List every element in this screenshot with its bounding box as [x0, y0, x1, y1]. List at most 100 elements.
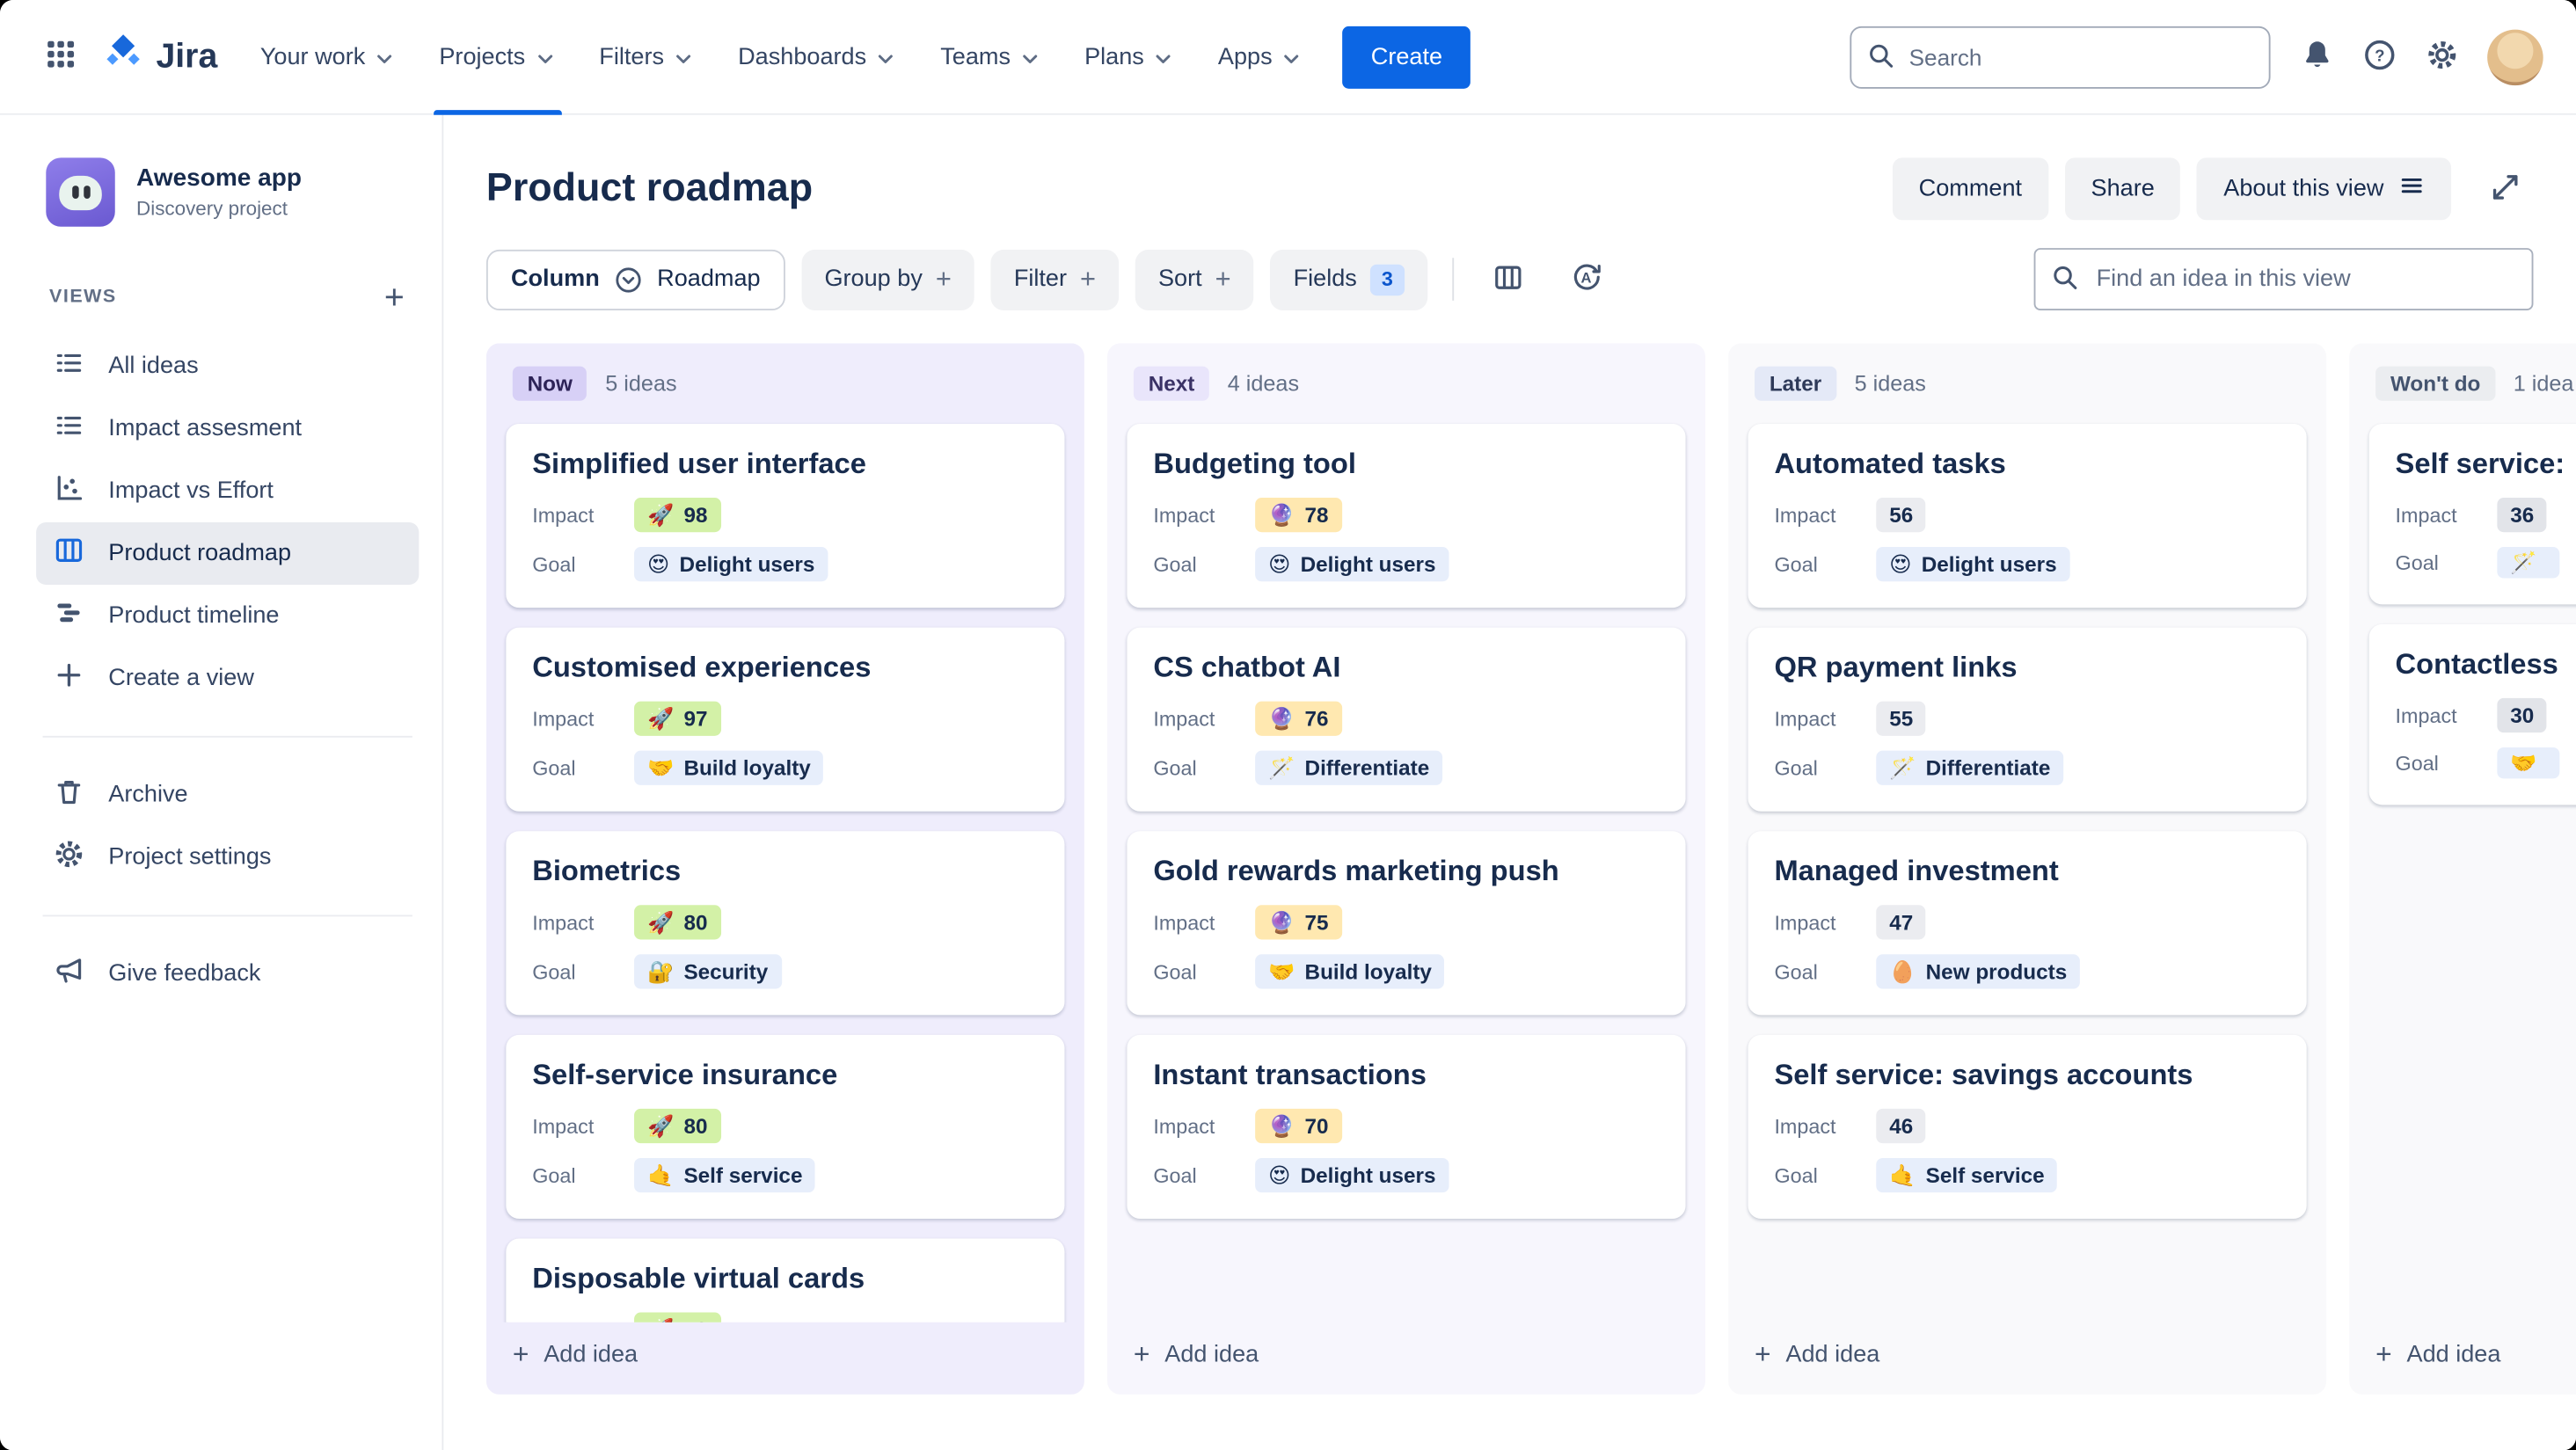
impact-badge: 🚀 97: [634, 701, 721, 736]
column-layout-picker[interactable]: Column Roadmap: [485, 249, 785, 310]
fields-count-badge: 3: [1369, 263, 1405, 295]
comment-button[interactable]: Comment: [1892, 157, 2048, 221]
goal-row: Goal 😍 Delight users: [1153, 1157, 1659, 1193]
find-idea-input[interactable]: [2033, 248, 2534, 311]
impact-row: Impact 56: [1774, 498, 2280, 533]
nav-item-your-work[interactable]: Your work: [260, 0, 397, 114]
chevron-down-icon: [879, 54, 894, 63]
idea-card[interactable]: Self-service insurance Impact 🚀 80 Goal: [506, 1034, 1065, 1220]
impact-row: Impact 55: [1774, 701, 2280, 736]
sidebar-item-product-roadmap[interactable]: Product roadmap: [36, 522, 420, 586]
about-this-view-button[interactable]: About this view: [2197, 157, 2452, 221]
impact-badge: 30: [2497, 697, 2548, 733]
nav-item-plans[interactable]: Plans: [1084, 0, 1175, 114]
nav-item-dashboards[interactable]: Dashboards: [738, 0, 898, 114]
impact-row: Impact 36: [2396, 498, 2576, 533]
idea-title: Contactless: [2395, 646, 2558, 681]
magic-wand-icon: 🪄: [1268, 755, 1295, 781]
goal-badge: 🔐 Security: [634, 954, 782, 989]
rocket-icon: 🚀: [646, 502, 675, 528]
create-button[interactable]: Create: [1343, 25, 1470, 88]
idea-title: Self service:: [2395, 447, 2565, 480]
idea-card[interactable]: Simplified user interface Impact 🚀 98 Go…: [506, 423, 1065, 608]
impact-label: Impact: [2395, 703, 2457, 727]
impact-label: Impact: [532, 910, 595, 934]
impact-badge: 🚀 80: [634, 1108, 721, 1144]
sidebar-item-all-ideas[interactable]: All ideas: [36, 335, 419, 397]
jira-logo[interactable]: Jira: [102, 31, 217, 82]
plus-icon: [53, 659, 85, 698]
sidebar-item-impact-assesment[interactable]: Impact assesment: [36, 397, 419, 460]
column-header: Won't do 1 idea: [2349, 343, 2576, 417]
idea-card[interactable]: Customised experiences Impact 🚀 97 Goal: [506, 627, 1065, 812]
idea-card[interactable]: QR payment links Impact 55 Goal 🪄: [1748, 627, 2307, 812]
fields-button[interactable]: Fields 3: [1270, 249, 1428, 310]
group-by-label: Group by: [824, 266, 923, 293]
goal-badge: 😍 Delight users: [1255, 1157, 1449, 1193]
idea-card[interactable]: Instant transactions Impact 🔮 70 Goal: [1127, 1034, 1686, 1220]
idea-card[interactable]: Budgeting tool Impact 🔮 78 Goal: [1127, 423, 1686, 608]
impact-badge: 36: [2497, 498, 2548, 533]
idea-card[interactable]: Self service: savings accounts Impact 46…: [1748, 1034, 2307, 1220]
goal-value: Delight users: [1300, 551, 1436, 577]
auto-sort-button[interactable]: A: [1556, 249, 1616, 310]
sidebar-item-label: Impact vs Effort: [108, 477, 274, 505]
sidebar-item-create-a-view[interactable]: Create a view: [36, 647, 419, 710]
sort-button[interactable]: Sort +: [1135, 249, 1254, 310]
top-navigation: Jira Your work Projects Filters Dashboar…: [0, 0, 2576, 115]
add-idea-button[interactable]: + Add idea: [2349, 1322, 2576, 1395]
goal-badge: 🪄 Differentiate: [1255, 750, 1443, 785]
project-header[interactable]: Awesome app Discovery project: [46, 157, 419, 227]
impact-value: 55: [1889, 706, 1914, 732]
idea-card[interactable]: Self service: Impact 36 Goal 🪄: [2368, 423, 2576, 605]
app-switcher-button[interactable]: [33, 29, 89, 85]
goal-label: Goal: [532, 552, 576, 576]
add-idea-button[interactable]: + Add idea: [486, 1322, 1084, 1395]
board-view-settings-button[interactable]: [1478, 249, 1539, 310]
impact-value: 36: [2510, 502, 2535, 528]
nav-item-teams[interactable]: Teams: [940, 0, 1041, 114]
filter-button[interactable]: Filter +: [990, 249, 1120, 310]
global-search-input[interactable]: [1850, 25, 2271, 88]
idea-card[interactable]: Automated tasks Impact 56 Goal 😍: [1748, 423, 2307, 608]
chevron-circle-icon: [615, 266, 643, 294]
grid-icon: [44, 38, 77, 76]
sidebar-item-product-timeline[interactable]: Product timeline: [36, 585, 419, 647]
nav-item-filters[interactable]: Filters: [599, 0, 695, 114]
notifications-button[interactable]: [2300, 37, 2334, 77]
sidebar-item-give-feedback[interactable]: Give feedback: [36, 943, 419, 1005]
idea-card[interactable]: Managed investment Impact 47 Goal 🥚: [1748, 831, 2307, 1016]
settings-button[interactable]: [2425, 37, 2459, 77]
add-view-button[interactable]: +: [373, 276, 416, 319]
idea-card[interactable]: Biometrics Impact 🚀 80 Goal: [506, 831, 1065, 1016]
help-button[interactable]: ?: [2362, 37, 2397, 77]
add-idea-label: Add idea: [2406, 1342, 2501, 1369]
sidebar-item-impact-vs-effort[interactable]: Impact vs Effort: [36, 460, 419, 522]
user-avatar[interactable]: [2487, 28, 2543, 85]
add-idea-button[interactable]: + Add idea: [1107, 1322, 1705, 1395]
nav-item-apps[interactable]: Apps: [1218, 0, 1303, 114]
views-label: VIEWS: [49, 287, 117, 308]
idea-card[interactable]: Contactless Impact 30 Goal 🤝: [2368, 623, 2576, 805]
idea-card[interactable]: Disposable virtual cards Impact 🚀 79: [506, 1238, 1065, 1322]
nav-item-projects[interactable]: Projects: [434, 0, 563, 114]
add-idea-button[interactable]: + Add idea: [1728, 1322, 2326, 1395]
filter-label: Filter: [1013, 266, 1068, 293]
sidebar-item-label: Project settings: [108, 844, 272, 871]
project-name: Awesome app: [136, 164, 302, 193]
heart-eyes-icon: 😍: [646, 551, 670, 577]
board-column-later: Later 5 ideas Automated tasks Impact 56: [1728, 343, 2327, 1395]
sidebar-item-project-settings[interactable]: Project settings: [36, 827, 419, 889]
lines-icon: [2398, 172, 2425, 205]
group-by-button[interactable]: Group by +: [801, 249, 974, 310]
sidebar-item-label: All ideas: [108, 353, 199, 380]
idea-card[interactable]: CS chatbot AI Impact 🔮 76 Goal: [1127, 627, 1686, 812]
sidebar-item-archive[interactable]: Archive: [36, 764, 419, 827]
idea-card[interactable]: Gold rewards marketing push Impact 🔮 75 …: [1127, 831, 1686, 1016]
share-button[interactable]: Share: [2064, 157, 2181, 221]
rocket-icon: 🚀: [646, 1113, 675, 1139]
impact-badge: 56: [1876, 498, 1927, 533]
column-header: Later 5 ideas: [1728, 343, 2326, 417]
fullscreen-button[interactable]: [2477, 161, 2534, 217]
